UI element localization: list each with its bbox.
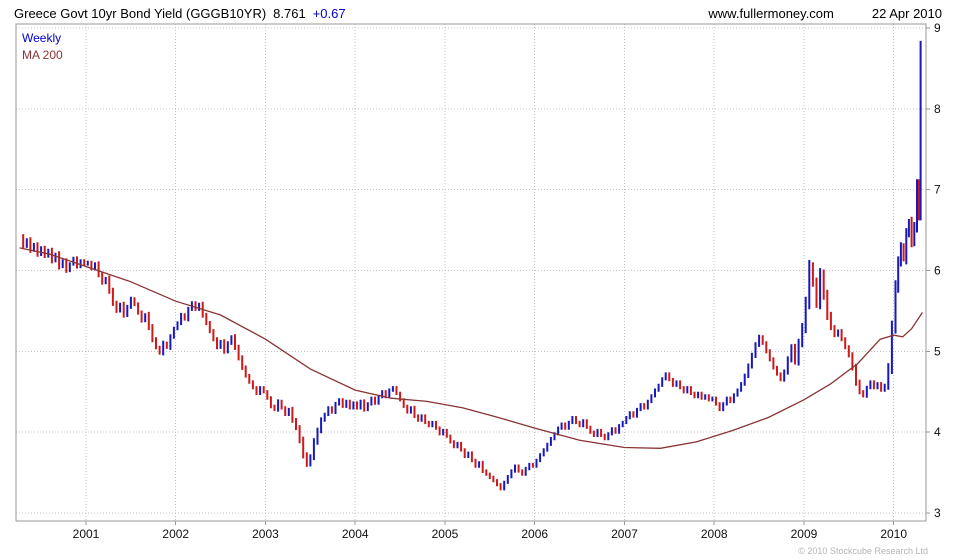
- ma200-line: [19, 247, 923, 449]
- legend-ma200-label: MA 200: [22, 48, 63, 62]
- y-tick-label: 8: [934, 102, 941, 116]
- x-tick-label: 2008: [701, 527, 728, 541]
- chart-header: Greece Govt 10yr Bond Yield (GGGB10YR) 8…: [0, 0, 980, 24]
- legend-weekly-label: Weekly: [22, 31, 62, 45]
- price-change: +0.67: [312, 5, 346, 21]
- copyright-notice: © 2010 Stockcube Research Ltd: [798, 546, 928, 556]
- plot-background: [16, 24, 926, 521]
- grid-layer: [16, 24, 926, 521]
- plot-frame: [15, 23, 927, 522]
- y-tick-label: 9: [934, 21, 941, 35]
- x-tick-label: 2007: [611, 527, 638, 541]
- chart-date: 22 Apr 2010: [871, 5, 942, 21]
- x-tick-label: 2001: [73, 527, 100, 541]
- down-bars: [22, 179, 920, 491]
- up-bars: [25, 40, 922, 491]
- title-block: Greece Govt 10yr Bond Yield (GGGB10YR) 8…: [14, 6, 346, 21]
- y-axis-labels: 3 4 5 6 7 8 9: [926, 21, 941, 520]
- chart-title: Greece Govt 10yr Bond Yield (GGGB10YR): [14, 5, 267, 21]
- x-tick-label: 2010: [880, 527, 907, 541]
- y-tick-label: 4: [934, 425, 941, 439]
- x-tick-label: 2003: [252, 527, 279, 541]
- site-url: www.fullermoney.com: [708, 5, 834, 21]
- y-tick-label: 6: [934, 264, 941, 278]
- x-tick-label: 2006: [521, 527, 548, 541]
- y-tick-label: 7: [934, 183, 941, 197]
- header-right: www.fullermoney.com 22 Apr 2010: [708, 6, 970, 21]
- y-tick-label: 5: [934, 344, 941, 358]
- y-tick-label: 3: [934, 506, 941, 520]
- last-price: 8.761: [273, 5, 306, 21]
- x-tick-label: 2009: [791, 527, 818, 541]
- x-axis-labels: 2001 2002 2003 2004 2005 2006 2007 2008 2009 2010: [73, 521, 907, 541]
- x-tick-label: 2004: [342, 527, 369, 541]
- x-tick-label: 2005: [432, 527, 459, 541]
- chart-legend: Weekly MA 200: [22, 30, 63, 64]
- x-tick-label: 2002: [162, 527, 189, 541]
